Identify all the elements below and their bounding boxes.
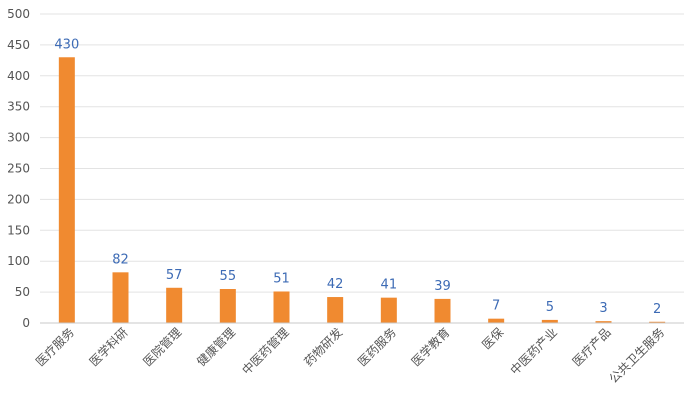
bar [595,321,612,323]
data-label: 57 [166,268,183,283]
data-label: 3 [599,301,607,316]
x-tick-label: 医药服务 [354,325,399,370]
data-label: 82 [112,252,129,267]
bars [58,57,666,323]
data-label: 55 [220,269,237,284]
x-tick-label: 健康管理 [193,325,238,370]
y-tick-label: 350 [7,100,30,114]
data-label: 7 [492,299,500,314]
y-tick-label: 0 [22,316,30,330]
y-tick-label: 250 [7,162,30,176]
x-tick-label: 医学科研 [86,325,131,370]
bar [488,318,505,323]
data-label: 430 [54,37,79,52]
y-tick-label: 50 [15,285,30,299]
bar [541,319,558,323]
data-label: 5 [546,300,554,315]
x-tick-label: 公共卫生服务 [606,325,668,387]
x-tick-label: 医学教育 [408,325,453,370]
data-label: 39 [434,279,451,294]
bar [58,57,75,323]
bar [273,291,290,323]
grid-lines [40,13,684,293]
y-tick-label: 150 [7,223,30,237]
data-label: 42 [327,277,344,292]
bar [327,297,344,323]
y-tick-label: 200 [7,192,30,206]
data-label: 51 [273,271,290,286]
x-tick-label: 医疗服务 [32,325,77,370]
y-tick-label: 500 [7,7,30,21]
x-tick-label: 中医药产业 [507,325,560,378]
x-tick-label: 医院管理 [140,325,185,370]
bar [380,297,397,323]
x-tick-label: 医保 [479,325,506,352]
x-axis: 医疗服务 医学科研 医院管理 健康管理 中医药管理 药物研发 医药服务 医学教育 医保 中医药产业… [32,322,684,387]
data-labels: 430 82 57 55 51 42 41 39 7 5 3 2 [54,37,661,317]
bar [112,272,129,323]
y-axis: 0 50 100 150 200 250 300 350 400 450 500 [7,7,30,330]
bar [219,289,236,323]
y-tick-label: 100 [7,254,30,268]
bar [649,321,666,323]
y-tick-label: 300 [7,131,30,145]
y-tick-label: 400 [7,69,30,83]
x-tick-label: 医疗产品 [570,325,614,369]
y-tick-label: 450 [7,38,30,52]
data-label: 41 [381,278,398,293]
x-tick-label: 中医药管理 [239,325,292,378]
x-tick-label: 药物研发 [301,325,346,370]
bar [434,298,451,323]
data-label: 2 [653,302,661,317]
bar [166,287,183,323]
